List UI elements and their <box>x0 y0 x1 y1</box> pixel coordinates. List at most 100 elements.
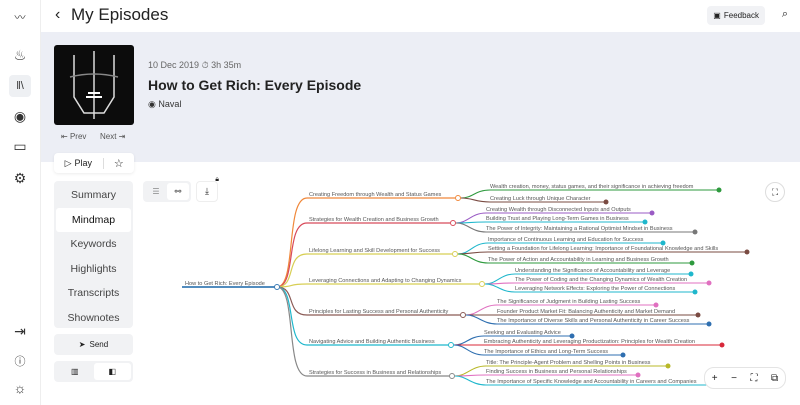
episode-author[interactable]: ◉ Naval <box>148 99 181 110</box>
branch-edge <box>276 286 460 316</box>
prev-label: Prev <box>69 132 87 141</box>
prev-button[interactable]: ⇤ Prev <box>61 132 87 141</box>
child-label[interactable]: The Significance of Judgment in Building… <box>497 299 641 305</box>
child-label[interactable]: Setting a Foundation for Lifelong Learni… <box>488 246 718 252</box>
send-icon: ➤ <box>78 340 86 349</box>
tab-shownotes[interactable]: Shownotes <box>67 311 120 324</box>
episode-meta: 10 Dec 2019 ⏱ 3h 35m <box>148 60 241 71</box>
child-label[interactable]: The Power of Action and Accountability i… <box>488 257 669 263</box>
feedback-button[interactable]: ▣ Feedback <box>707 6 765 25</box>
mindmap-view-switch: ☰ ⚯ <box>143 181 191 202</box>
child-label[interactable]: The Importance of Ethics and Long-Term S… <box>484 349 608 355</box>
child-edge <box>484 282 709 285</box>
fullscreen-button[interactable]: ⛶ <box>765 182 785 202</box>
next-button[interactable]: Next ⇥ <box>100 132 126 141</box>
child-label[interactable]: Understanding the Significance of Accoun… <box>515 268 670 274</box>
branch-edge <box>276 286 449 377</box>
layout-option-split-icon[interactable]: ◧ <box>93 363 131 380</box>
child-label[interactable]: Finding Success in Business and Personal… <box>486 369 627 375</box>
child-label[interactable]: Embracing Authenticity and Leveraging Pr… <box>484 339 695 345</box>
child-edge <box>484 283 695 293</box>
header: ‹ My Episodes ▣ Feedback ⌕ <box>41 0 800 32</box>
mindmap-view-icon[interactable]: ⚯ <box>167 183 189 200</box>
feedback-label: Feedback <box>723 11 759 20</box>
leaf-dot <box>692 289 698 295</box>
card-icon[interactable]: ▭ <box>13 137 27 154</box>
child-edge <box>457 251 747 255</box>
layout-option-list-icon[interactable]: ▥ <box>70 367 79 376</box>
podcast-icon: ◉ <box>148 99 156 109</box>
star-icon[interactable]: ☆ <box>113 157 124 170</box>
logout-icon[interactable]: ⇥ <box>14 322 26 339</box>
child-edge <box>455 222 695 233</box>
flame-icon[interactable]: ♨ <box>13 46 27 63</box>
branch-edge <box>276 286 448 346</box>
tab-transcripts[interactable]: Transcripts <box>67 287 120 300</box>
tab-highlights[interactable]: Highlights <box>70 262 117 275</box>
branch-node <box>455 195 461 201</box>
leaf-dot <box>653 302 659 308</box>
leaf-dot <box>603 199 609 205</box>
branch-label[interactable]: Navigating Advice and Building Authentic… <box>309 339 435 345</box>
send-button[interactable]: ➤ Send <box>54 334 133 355</box>
tab-keywords[interactable]: Keywords <box>70 238 117 251</box>
sun-icon[interactable]: ☼ <box>13 380 27 396</box>
child-label[interactable]: The Importance of Diverse Skills and Per… <box>497 318 690 324</box>
branch-label[interactable]: Principles for Lasting Success and Perso… <box>309 309 449 315</box>
outline-view-icon[interactable]: ☰ <box>152 187 160 196</box>
fit-icon[interactable]: ⛶ <box>750 372 758 384</box>
library-icon[interactable]: ǁ\ <box>9 75 31 97</box>
child-label[interactable]: Title: The Principle-Agent Problem and S… <box>486 360 651 366</box>
leaf-dot <box>706 280 712 286</box>
child-label[interactable]: Leveraging Network Effects: Exploring th… <box>515 286 676 292</box>
download-button[interactable]: ⤓ 🔒︎ <box>196 176 219 202</box>
leaf-dot <box>660 240 666 246</box>
branch-node <box>460 312 466 318</box>
search-icon[interactable]: ⌕ <box>781 8 788 20</box>
branch-node <box>479 281 485 287</box>
leaf-dot <box>706 321 712 327</box>
child-label[interactable]: Creating Luck through Unique Character <box>490 196 591 202</box>
layout-toggle: ▥ ◧ <box>54 361 133 382</box>
branch-node <box>452 251 458 257</box>
sidebar-rail: 〰 ♨ ǁ\ ◉ ▭ ⚙ ⇥ ⓘ ☼ <box>0 0 41 405</box>
zoom-in-button[interactable]: + <box>711 372 718 384</box>
leaf-dot <box>649 210 655 216</box>
root-label[interactable]: How to Get Rich: Every Episode <box>185 281 265 287</box>
branch-label[interactable]: Lifelong Learning and Skill Development … <box>309 248 440 254</box>
leaf-dot <box>620 352 626 358</box>
author-name: Naval <box>158 99 182 109</box>
zoom-controls: + − ⛶ ⧉ <box>704 367 786 389</box>
tab-mindmap[interactable]: Mindmap <box>56 207 131 232</box>
child-label[interactable]: The Importance of Specific Knowledge and… <box>486 379 697 385</box>
child-label[interactable]: The Power of Coding and the Changing Dyn… <box>515 277 687 283</box>
branch-label[interactable]: Strategies for Success in Business and R… <box>309 370 441 376</box>
branch-edge <box>276 283 479 288</box>
child-label[interactable]: Founder Product Market Fit: Balancing Au… <box>497 309 675 315</box>
play-button[interactable]: ▷ Play <box>54 157 104 169</box>
logo-icon[interactable]: 〰 <box>14 12 26 24</box>
child-label[interactable]: Wealth creation, money, status games, an… <box>490 184 694 190</box>
leaf-dot <box>665 363 671 369</box>
minimap-icon[interactable]: ⧉ <box>771 372 779 384</box>
back-icon[interactable]: ‹ <box>55 6 61 23</box>
timer-icon: ⏱ <box>201 60 209 70</box>
child-label[interactable]: Building Trust and Playing Long-Term Gam… <box>486 216 629 222</box>
podcast-icon[interactable]: ◉ <box>13 107 27 124</box>
branch-label[interactable]: Leveraging Connections and Adapting to C… <box>309 278 462 284</box>
episode-date: 10 Dec 2019 <box>148 60 200 70</box>
gear-icon[interactable]: ⚙ <box>13 169 27 186</box>
zoom-out-button[interactable]: − <box>731 372 737 384</box>
child-label[interactable]: Importance of Continuous Learning and Ed… <box>488 237 644 243</box>
page-title: My Episodes <box>71 5 169 24</box>
child-label[interactable]: Creating Wealth through Disconnected Inp… <box>486 207 631 213</box>
fullscreen-icon: ⛶ <box>771 186 779 197</box>
child-label[interactable]: Seeking and Evaluating Advice <box>484 330 561 336</box>
next-label: Next <box>100 132 117 141</box>
branch-label[interactable]: Creating Freedom through Wealth and Stat… <box>309 192 442 198</box>
info-icon[interactable]: ⓘ <box>14 356 26 368</box>
child-label[interactable]: The Power of Integrity: Maintaining a Ra… <box>486 226 673 232</box>
tab-summary[interactable]: Summary <box>71 189 116 202</box>
branch-label[interactable]: Strategies for Wealth Creation and Busin… <box>309 217 439 223</box>
